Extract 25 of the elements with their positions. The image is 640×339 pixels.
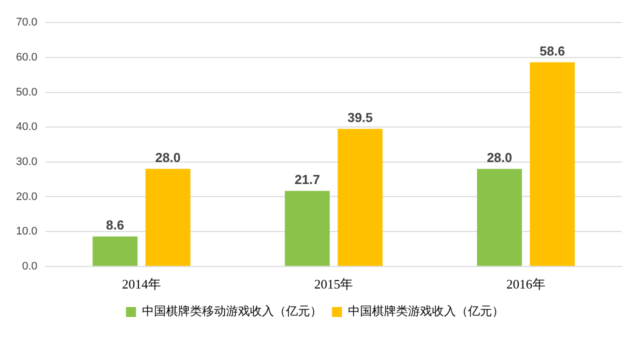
data-label: 8.6 xyxy=(106,218,124,233)
y-tick-label: 30.0 xyxy=(16,156,38,168)
legend-label: 中国棋牌类移动游戏收入（亿元） xyxy=(142,304,322,318)
y-tick-label: 20.0 xyxy=(16,190,38,203)
y-tick-label: 40.0 xyxy=(16,121,38,134)
x-tick-label: 2014年 xyxy=(122,276,162,292)
data-label: 21.7 xyxy=(294,172,320,187)
data-label: 39.5 xyxy=(347,110,373,125)
bar xyxy=(92,236,138,266)
y-tick-label: 70.0 xyxy=(16,16,38,29)
bar xyxy=(284,190,330,266)
y-tick-label: 50.0 xyxy=(16,86,38,98)
data-label: 28.0 xyxy=(155,150,181,165)
data-label: 28.0 xyxy=(486,150,512,165)
bar xyxy=(338,128,383,266)
legend-label: 中国棋牌类游戏收入（亿元） xyxy=(348,304,504,318)
data-label: 58.6 xyxy=(540,43,565,58)
bar xyxy=(530,62,575,266)
bar xyxy=(477,168,522,266)
bar xyxy=(145,168,190,266)
y-tick-label: 60.0 xyxy=(16,51,38,64)
y-tick-label: 0.0 xyxy=(22,260,38,272)
y-tick-label: 10.0 xyxy=(16,226,38,238)
x-tick-label: 2016年 xyxy=(506,276,546,292)
x-tick-label: 2015年 xyxy=(314,276,354,292)
